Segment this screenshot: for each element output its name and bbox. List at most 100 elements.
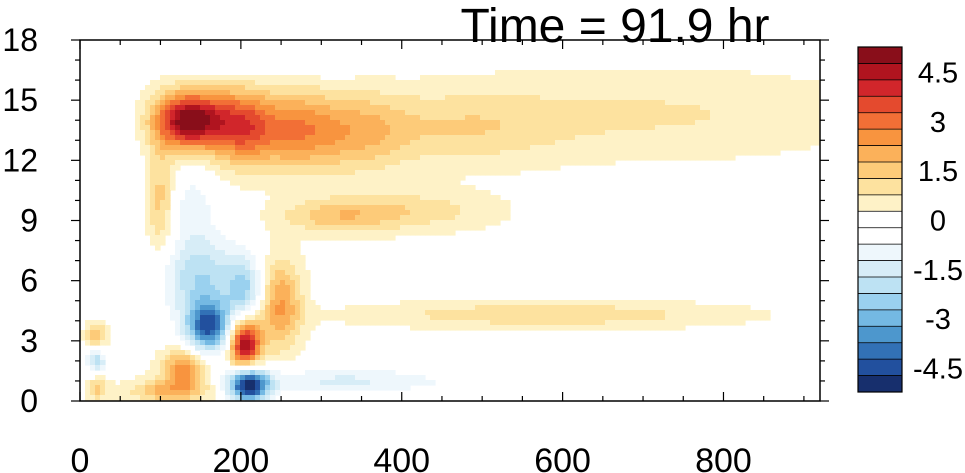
contour-cell (180, 215, 186, 221)
contour-cell (345, 205, 351, 211)
contour-cell (285, 285, 291, 291)
contour-cell (380, 175, 386, 181)
contour-cell (595, 305, 601, 311)
contour-cell (430, 95, 436, 101)
contour-cell (110, 395, 116, 401)
contour-cell (380, 165, 386, 171)
contour-cell (365, 320, 371, 326)
contour-cell (300, 80, 306, 86)
contour-cell (95, 340, 101, 346)
contour-cell (170, 115, 176, 121)
contour-cell (190, 380, 196, 386)
contour-cell (235, 165, 241, 171)
contour-cell (430, 215, 436, 221)
contour-cell (470, 135, 476, 141)
contour-cell (220, 305, 226, 311)
contour-cell (385, 155, 391, 161)
contour-cell (255, 180, 261, 186)
contour-cell (480, 105, 486, 111)
contour-cell (705, 80, 711, 86)
contour-cell (365, 105, 371, 111)
contour-cell (125, 395, 131, 401)
contour-cell (475, 130, 481, 136)
contour-cell (315, 110, 321, 116)
contour-cell (705, 135, 711, 141)
contour-cell (270, 305, 276, 311)
contour-cell (390, 160, 396, 166)
contour-cell (630, 300, 636, 306)
contour-cell (310, 235, 316, 241)
contour-cell (295, 295, 301, 301)
contour-cell (340, 225, 346, 231)
contour-cell (270, 75, 276, 81)
contour-cell (140, 150, 146, 156)
contour-cell (140, 130, 146, 136)
contour-cell (710, 70, 716, 76)
contour-cell (375, 85, 381, 91)
contour-cell (165, 160, 171, 166)
contour-cell (370, 310, 376, 316)
contour-cell (225, 105, 231, 111)
contour-cell (700, 145, 706, 151)
contour-cell (220, 85, 226, 91)
contour-cell (470, 200, 476, 206)
contour-cell (190, 80, 196, 86)
contour-cell (550, 310, 556, 316)
contour-cell (435, 145, 441, 151)
contour-cell (540, 155, 546, 161)
contour-cell (170, 120, 176, 126)
contour-cell (165, 195, 171, 201)
contour-cell (380, 215, 386, 221)
contour-cell (390, 205, 396, 211)
contour-cell (555, 100, 561, 106)
contour-cell (330, 170, 336, 176)
contour-cell (795, 120, 801, 126)
contour-cell (670, 125, 676, 131)
contour-cell (350, 375, 356, 381)
contour-cell (205, 95, 211, 101)
contour-cell (275, 325, 281, 331)
contour-cell (300, 205, 306, 211)
contour-cell (465, 135, 471, 141)
contour-cell (290, 260, 296, 266)
contour-cell (235, 380, 241, 386)
contour-cell (270, 95, 276, 101)
contour-cell (175, 85, 181, 91)
contour-cell (535, 85, 541, 91)
contour-cell (450, 195, 456, 201)
contour-cell (690, 75, 696, 81)
contour-cell (585, 325, 591, 331)
contour-cell (275, 185, 281, 191)
contour-cell (350, 145, 356, 151)
contour-cell (610, 305, 616, 311)
contour-cell (455, 125, 461, 131)
contour-cell (605, 160, 611, 166)
colorbar-frame (857, 46, 903, 393)
contour-cell (170, 85, 176, 91)
contour-cell (160, 145, 166, 151)
contour-cell (365, 95, 371, 101)
contour-cell (180, 375, 186, 381)
contour-cell (715, 320, 721, 326)
contour-cell (650, 115, 656, 121)
contour-cell (280, 165, 286, 171)
contour-cell (180, 305, 186, 311)
contour-cell (765, 85, 771, 91)
contour-cell (470, 205, 476, 211)
contour-cell (425, 175, 431, 181)
contour-cell (410, 380, 416, 386)
contour-cell (180, 310, 186, 316)
contour-cell (430, 225, 436, 231)
contour-cell (180, 90, 186, 96)
contour-cell (310, 385, 316, 391)
contour-cell (780, 145, 786, 151)
contour-cell (470, 105, 476, 111)
contour-cell (415, 155, 421, 161)
contour-cell (320, 235, 326, 241)
contour-cell (350, 310, 356, 316)
colorbar-tick-label: 1.5 (918, 156, 958, 188)
contour-cell (155, 390, 161, 396)
contour-cell (430, 380, 436, 386)
contour-cell (665, 155, 671, 161)
contour-cell (615, 105, 621, 111)
